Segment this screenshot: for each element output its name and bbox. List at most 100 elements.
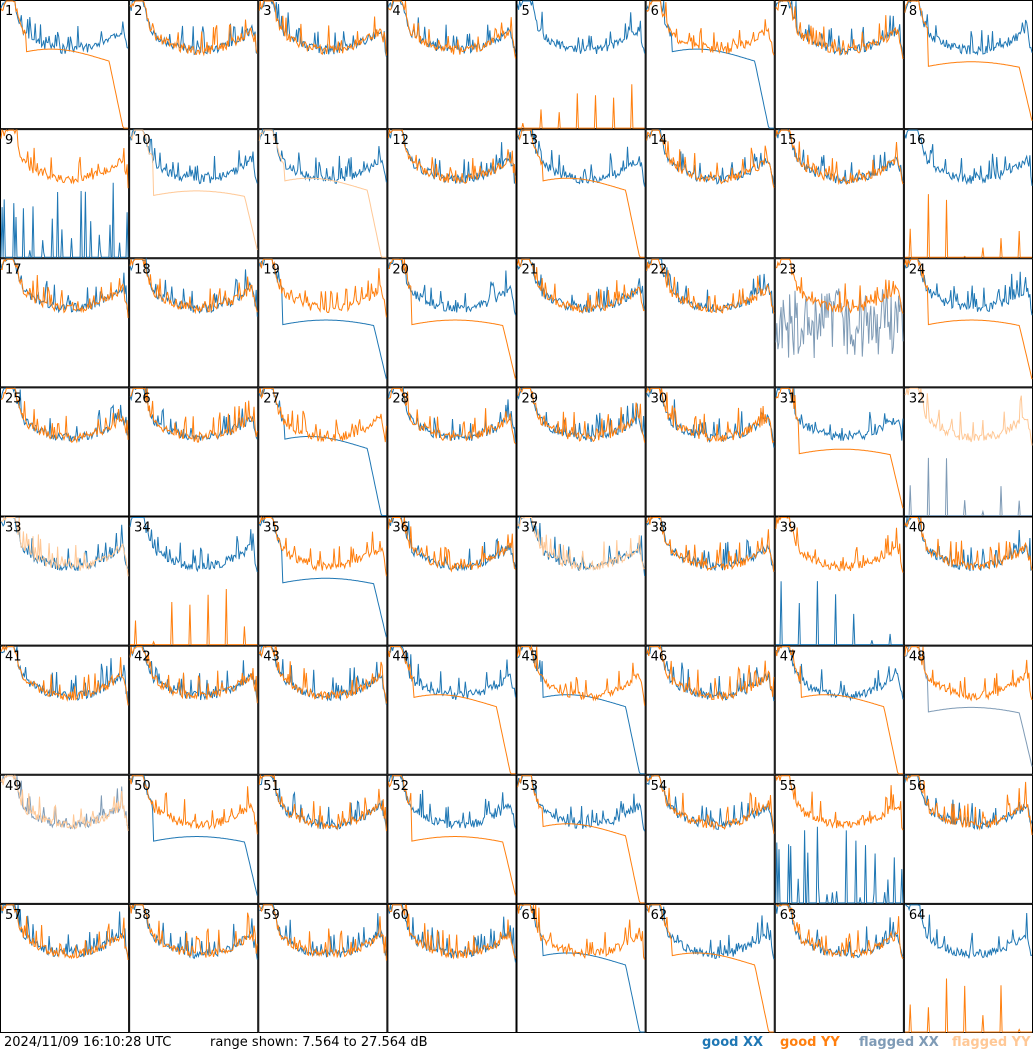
series-yy-line <box>129 387 258 443</box>
series-yy-line <box>129 0 258 57</box>
series-xx-line <box>646 903 775 960</box>
panel-25: 25 <box>0 386 130 517</box>
series-yy-line <box>517 386 646 443</box>
panel-label: 47 <box>780 650 797 665</box>
panel-19: 19 <box>258 258 388 388</box>
series-xx-line <box>259 904 387 958</box>
panel-label: 61 <box>522 908 539 923</box>
series-yy-line <box>646 904 774 1033</box>
panel-7: 7 <box>774 0 904 130</box>
series-xx-line <box>904 646 1033 767</box>
series-yy-line <box>129 904 258 958</box>
panel-54: 54 <box>645 774 775 904</box>
panel-label: 27 <box>263 391 280 406</box>
panel-label: 53 <box>522 779 539 794</box>
panel-3: 3 <box>258 0 388 130</box>
panel-frame <box>387 129 517 259</box>
panel-label: 42 <box>134 650 151 665</box>
panel-label: 4 <box>392 4 400 19</box>
panel-frame <box>903 0 1033 130</box>
panel-label: 8 <box>909 4 917 19</box>
panel-20: 20 <box>387 258 517 388</box>
series-yy-line <box>517 129 645 258</box>
panel-label: 22 <box>651 262 668 277</box>
panel-label: 33 <box>5 521 22 536</box>
series-xx-line <box>130 775 258 896</box>
panel-label: 34 <box>134 521 151 536</box>
panel-39: 39 <box>774 515 904 646</box>
panel-frame <box>0 645 130 775</box>
panel-label: 50 <box>134 779 151 794</box>
panel-label: 43 <box>263 650 280 665</box>
series-yy-line <box>517 775 645 904</box>
series-yy-line <box>775 774 904 831</box>
panel-33: 33 <box>0 516 130 646</box>
panel-label: 54 <box>651 779 668 794</box>
series-yy-line <box>258 515 387 577</box>
panel-50: 50 <box>129 774 259 904</box>
panel-label: 44 <box>392 650 409 665</box>
series-yy-line <box>258 387 387 443</box>
panel-label: 25 <box>5 391 22 406</box>
series-yy-line <box>258 129 387 258</box>
panel-22: 22 <box>645 258 775 388</box>
panel-11: 11 <box>258 128 388 259</box>
panel-label: 64 <box>909 908 926 923</box>
series-xx-line <box>775 826 904 904</box>
series-yy-line <box>129 646 258 704</box>
panel-frame <box>129 903 259 1033</box>
series-xx-line <box>904 904 1033 959</box>
series-xx-line <box>0 386 129 443</box>
panel-38: 38 <box>645 516 775 646</box>
panel-frame <box>258 129 388 259</box>
panel-44: 44 <box>387 645 517 775</box>
panel-label: 3 <box>263 4 271 19</box>
series-yy-line <box>387 775 516 896</box>
panel-label: 24 <box>909 262 926 277</box>
panel-frame <box>258 516 388 646</box>
series-yy-line <box>775 0 904 59</box>
panel-label: 55 <box>780 779 797 794</box>
panel-label: 58 <box>134 908 151 923</box>
series-yy-line <box>387 128 516 184</box>
panel-label: 14 <box>651 133 668 148</box>
panel-label: 45 <box>522 650 539 665</box>
panel-frame <box>903 774 1033 904</box>
panel-label: 37 <box>522 521 539 536</box>
panel-12: 12 <box>387 128 517 259</box>
panel-frame <box>903 903 1033 1033</box>
series-yy-line <box>259 258 387 318</box>
panel-23: 23 <box>774 258 904 388</box>
panel-34: 34 <box>129 516 259 646</box>
series-yy-line <box>904 774 1033 836</box>
panel-frame <box>516 387 646 517</box>
series-yy-line <box>258 645 387 704</box>
panel-label: 19 <box>263 262 280 277</box>
series-yy-line <box>775 258 904 314</box>
series-xx-line <box>517 129 646 187</box>
series-xx-line <box>904 457 1032 516</box>
panel-frame <box>774 0 904 130</box>
panel-label: 38 <box>651 521 668 536</box>
panel-24: 24 <box>903 258 1033 388</box>
series-yy-line <box>904 0 1033 121</box>
series-xx-line <box>775 581 903 646</box>
panel-56: 56 <box>903 773 1033 904</box>
panel-frame <box>774 129 904 259</box>
panel-label: 28 <box>392 391 409 406</box>
panel-43: 43 <box>258 645 388 775</box>
series-yy-line <box>775 387 904 509</box>
series-yy-line <box>0 387 129 444</box>
panel-label: 57 <box>5 908 22 923</box>
panel-frame <box>0 387 130 517</box>
panel-frame <box>258 645 388 775</box>
series-yy-line <box>258 904 387 961</box>
panel-frame <box>516 0 646 130</box>
panel-26: 26 <box>129 387 259 517</box>
panel-label: 6 <box>651 4 659 19</box>
panel-label: 62 <box>651 908 668 923</box>
panel-13: 13 <box>516 129 646 259</box>
panel-label: 13 <box>522 133 539 148</box>
panel-16: 16 <box>903 129 1033 259</box>
